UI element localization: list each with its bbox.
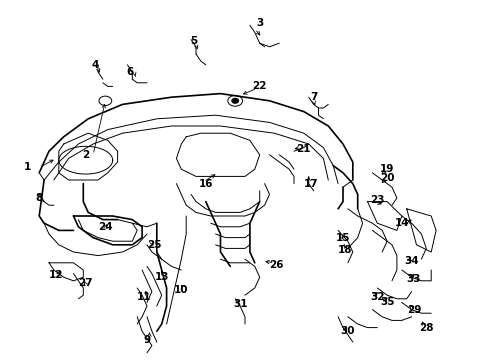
Text: 29: 29 bbox=[407, 305, 421, 315]
Text: 33: 33 bbox=[407, 274, 421, 284]
Text: 20: 20 bbox=[380, 173, 394, 183]
Text: 16: 16 bbox=[198, 179, 213, 189]
Text: 14: 14 bbox=[394, 218, 409, 228]
Text: 28: 28 bbox=[419, 323, 434, 333]
Text: 2: 2 bbox=[82, 150, 89, 160]
Text: 12: 12 bbox=[49, 270, 64, 280]
Text: 15: 15 bbox=[336, 233, 350, 243]
Text: 13: 13 bbox=[154, 272, 169, 282]
Text: 35: 35 bbox=[380, 297, 394, 307]
Text: 27: 27 bbox=[78, 278, 93, 288]
Text: 34: 34 bbox=[404, 256, 419, 266]
Text: 9: 9 bbox=[144, 335, 150, 345]
Circle shape bbox=[232, 98, 239, 103]
Text: 17: 17 bbox=[304, 179, 318, 189]
Text: 24: 24 bbox=[98, 222, 113, 232]
Text: 22: 22 bbox=[252, 81, 267, 91]
Text: 18: 18 bbox=[338, 245, 353, 255]
Text: 21: 21 bbox=[296, 144, 311, 154]
Text: 25: 25 bbox=[147, 240, 162, 250]
Text: 7: 7 bbox=[310, 92, 318, 102]
Text: 3: 3 bbox=[256, 18, 263, 28]
Text: 19: 19 bbox=[380, 164, 394, 174]
Text: 31: 31 bbox=[233, 299, 247, 309]
Text: 11: 11 bbox=[137, 292, 152, 302]
Text: 5: 5 bbox=[190, 36, 197, 46]
Text: 30: 30 bbox=[341, 326, 355, 336]
Text: 23: 23 bbox=[370, 195, 385, 205]
Text: 4: 4 bbox=[92, 60, 99, 70]
Text: 10: 10 bbox=[174, 285, 189, 295]
Text: 1: 1 bbox=[24, 162, 30, 172]
Text: 32: 32 bbox=[370, 292, 385, 302]
Text: 8: 8 bbox=[36, 193, 43, 203]
Text: 26: 26 bbox=[270, 260, 284, 270]
Text: 6: 6 bbox=[126, 67, 133, 77]
